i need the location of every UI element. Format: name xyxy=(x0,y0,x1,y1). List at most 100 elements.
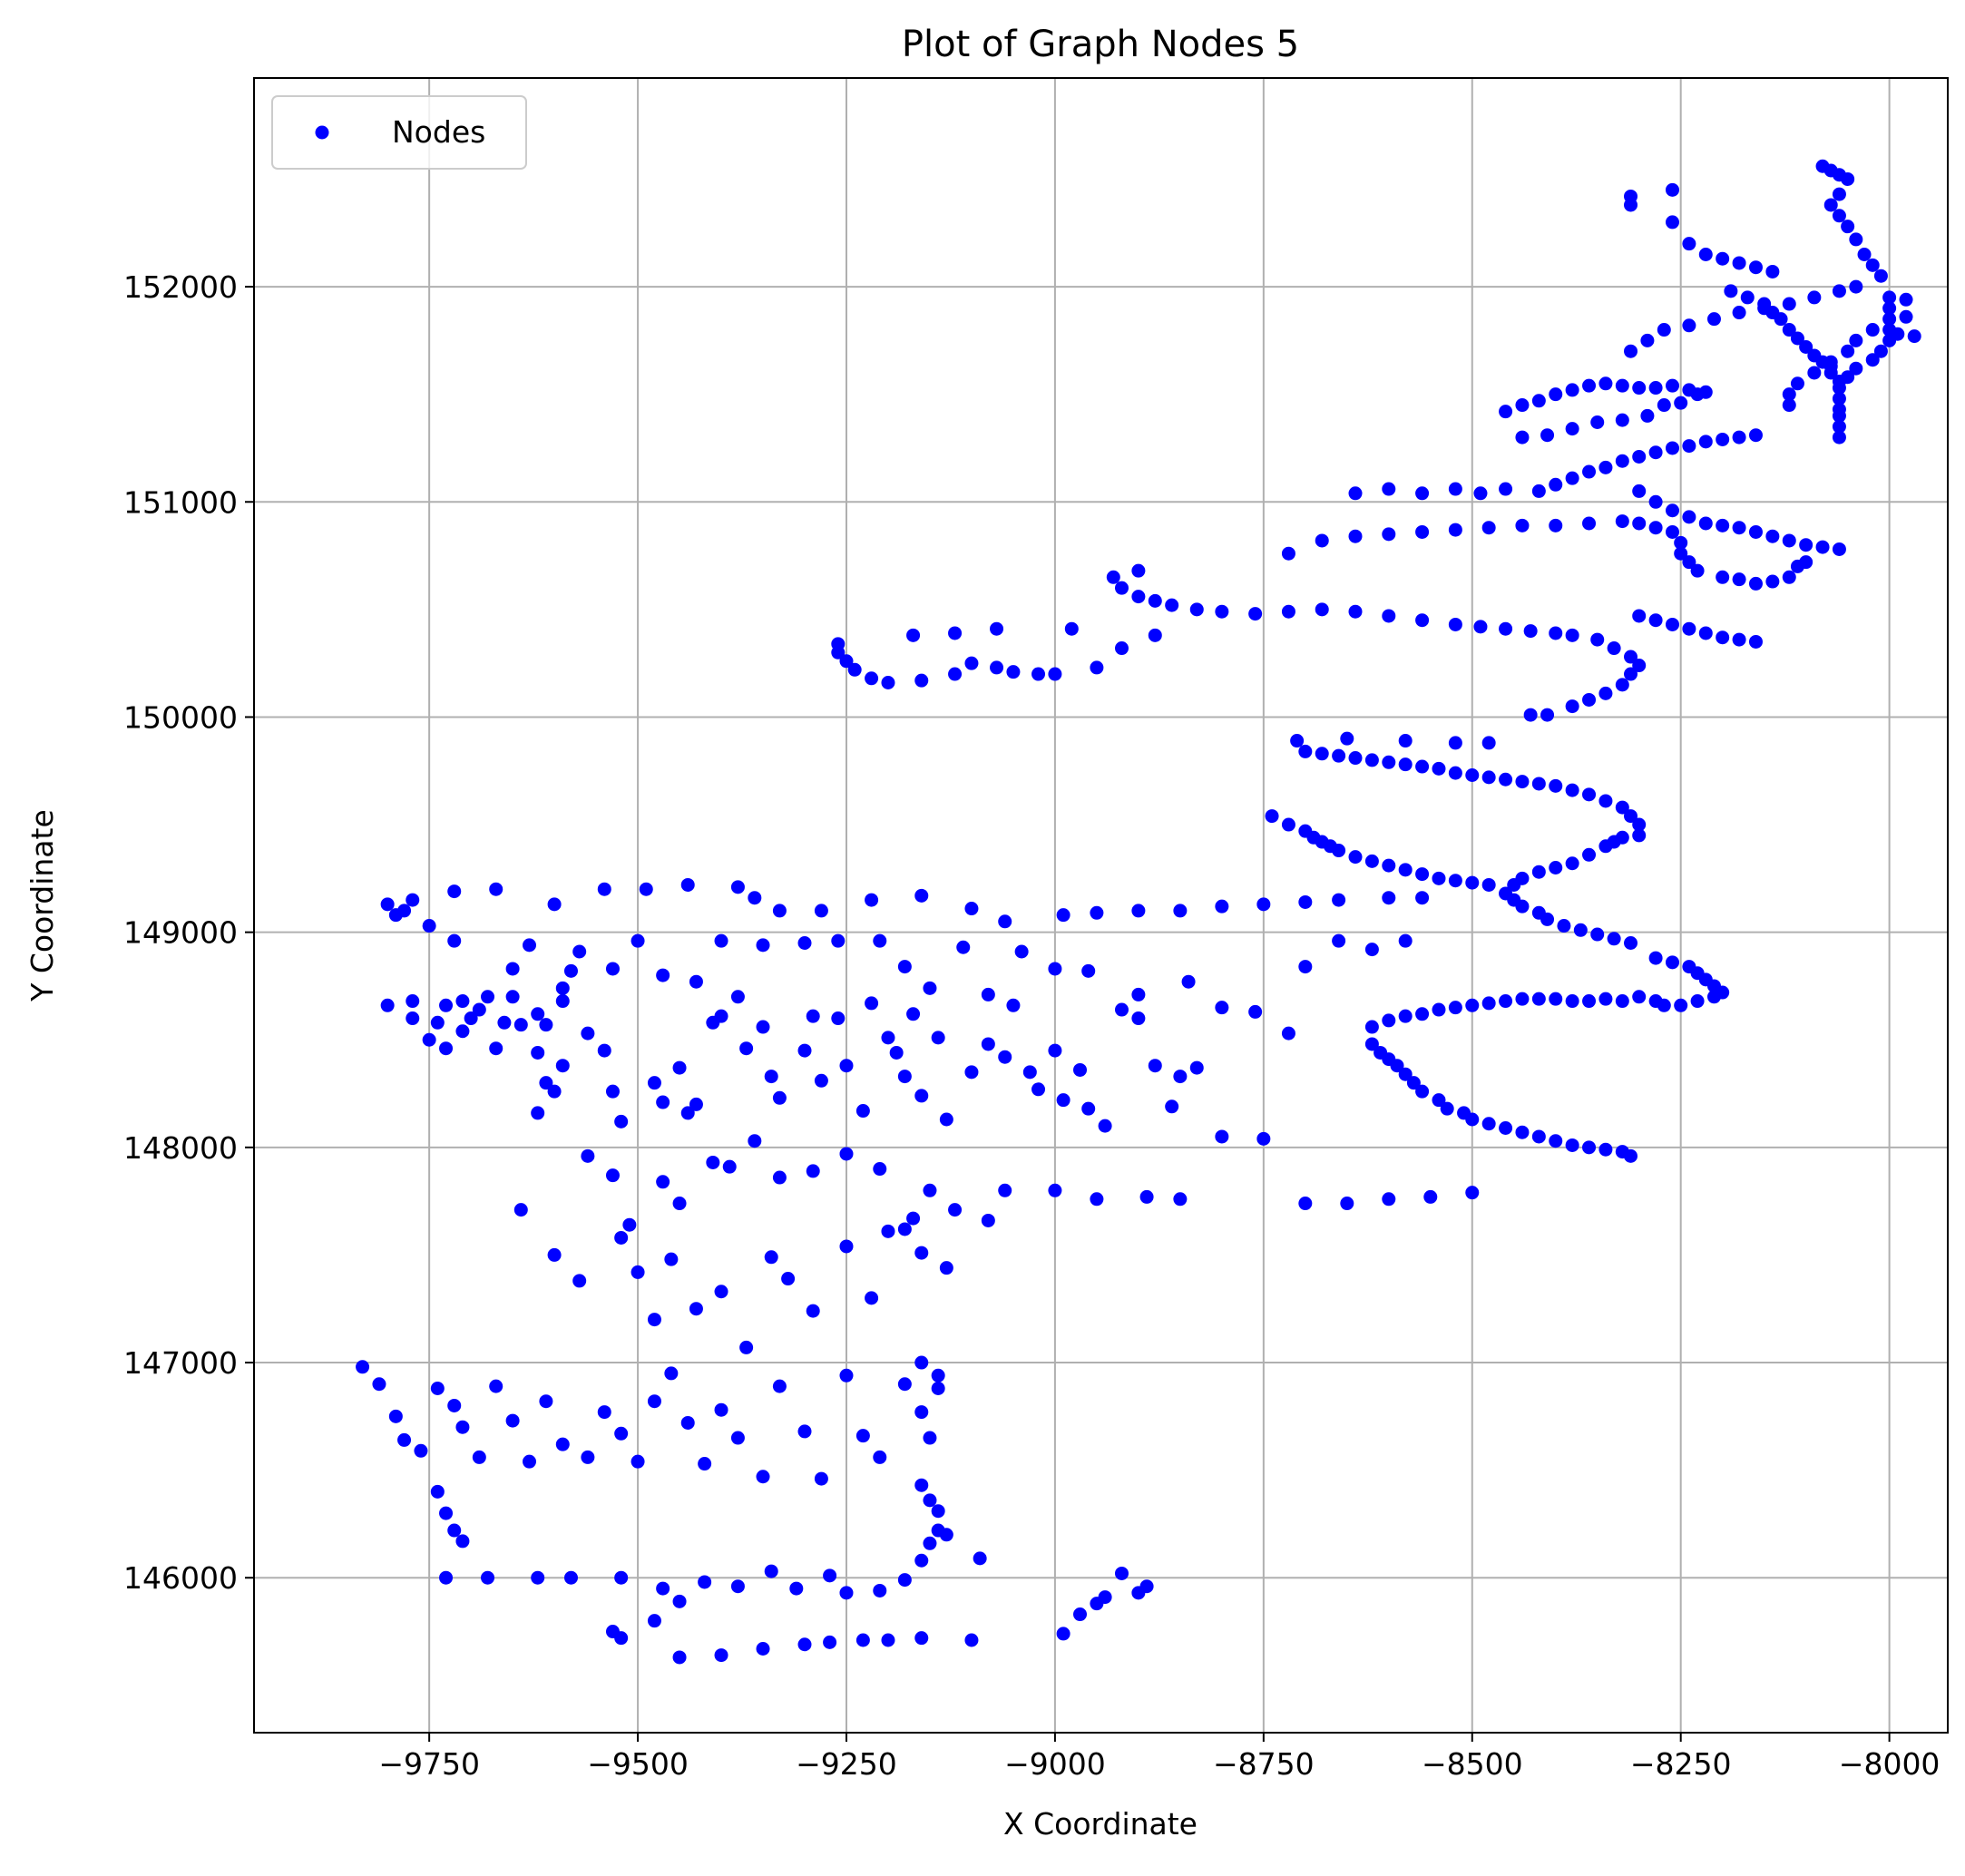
node-point xyxy=(1465,875,1480,890)
node-point xyxy=(1531,992,1546,1006)
y-axis-label: Y Coordinate xyxy=(24,809,60,1002)
node-point xyxy=(1248,607,1263,621)
node-point xyxy=(397,904,412,918)
node-point xyxy=(1690,387,1705,402)
node-point xyxy=(1565,699,1579,714)
node-point xyxy=(639,882,653,896)
node-point xyxy=(1799,339,1813,354)
node-point xyxy=(998,1183,1012,1197)
node-point xyxy=(1531,777,1546,791)
node-point xyxy=(1432,1093,1446,1108)
node-point xyxy=(455,994,470,1009)
node-point xyxy=(1682,621,1696,636)
node-point xyxy=(1056,908,1070,923)
node-point xyxy=(1849,279,1863,294)
node-point xyxy=(1549,626,1563,640)
node-point xyxy=(1415,524,1430,539)
node-point xyxy=(1807,290,1822,305)
node-point xyxy=(447,933,462,948)
node-point xyxy=(1648,521,1663,535)
node-point xyxy=(1499,886,1513,901)
node-point xyxy=(873,1162,887,1177)
node-point xyxy=(1215,604,1229,619)
legend-label: Nodes xyxy=(392,114,485,150)
node-point xyxy=(1332,893,1346,907)
node-point xyxy=(1665,441,1679,455)
node-point xyxy=(1582,378,1597,393)
node-point xyxy=(998,914,1012,929)
y-tick-label: 150000 xyxy=(123,699,238,735)
node-point xyxy=(1189,1060,1204,1075)
node-point xyxy=(772,1170,787,1185)
node-point xyxy=(1540,708,1555,722)
node-point xyxy=(388,1409,403,1423)
node-point xyxy=(1481,996,1496,1011)
node-point xyxy=(1173,1192,1188,1207)
node-point xyxy=(1549,477,1563,492)
node-point xyxy=(1499,405,1513,419)
node-point xyxy=(406,893,420,907)
node-point xyxy=(555,981,570,995)
node-point xyxy=(1298,744,1313,758)
node-point xyxy=(513,1018,528,1032)
node-point xyxy=(1582,1140,1597,1155)
node-point xyxy=(1782,387,1796,402)
node-point xyxy=(1716,570,1730,584)
node-point xyxy=(622,1217,637,1232)
node-point xyxy=(1799,555,1813,570)
node-point xyxy=(1398,863,1413,877)
node-point xyxy=(1398,933,1413,948)
node-point xyxy=(714,1285,728,1299)
node-point xyxy=(1565,628,1579,642)
node-point xyxy=(1364,1020,1379,1034)
node-point xyxy=(1849,333,1863,347)
node-point xyxy=(572,944,587,959)
node-point xyxy=(1382,891,1396,905)
node-point xyxy=(1682,439,1696,454)
node-point xyxy=(597,882,611,896)
node-point xyxy=(914,888,929,903)
node-point xyxy=(772,1379,787,1393)
node-point xyxy=(1698,516,1713,531)
node-point xyxy=(1582,516,1597,531)
node-point xyxy=(1774,312,1788,327)
node-point xyxy=(414,1443,428,1458)
node-point xyxy=(1674,998,1688,1012)
node-point xyxy=(531,1007,545,1021)
node-point xyxy=(906,1211,921,1226)
y-tick-label: 152000 xyxy=(123,269,238,305)
node-point xyxy=(581,1026,595,1041)
y-tick-label: 147000 xyxy=(123,1345,238,1381)
node-point xyxy=(1048,1183,1062,1197)
node-point xyxy=(706,1155,720,1169)
node-point xyxy=(1857,247,1872,261)
node-point xyxy=(1332,933,1346,948)
node-point xyxy=(647,1394,661,1409)
node-point xyxy=(1081,963,1096,978)
node-point xyxy=(1281,1026,1295,1041)
node-point xyxy=(489,1379,503,1393)
node-point xyxy=(547,1084,562,1099)
node-point xyxy=(689,1302,703,1316)
node-point xyxy=(1624,809,1638,824)
node-point xyxy=(531,1045,545,1060)
x-tick-label: −8000 xyxy=(1839,1746,1941,1782)
node-point xyxy=(1315,533,1329,548)
node-point xyxy=(1364,753,1379,767)
node-point xyxy=(447,1523,462,1538)
node-point xyxy=(1648,445,1663,460)
node-point xyxy=(1131,904,1146,918)
node-point xyxy=(647,1076,661,1090)
node-point xyxy=(1131,1011,1146,1026)
node-point xyxy=(1732,632,1746,647)
node-point xyxy=(1131,590,1146,604)
node-point xyxy=(1448,766,1462,780)
node-point xyxy=(865,996,879,1011)
node-point xyxy=(1565,471,1579,485)
y-tick-label: 151000 xyxy=(123,484,238,520)
node-point xyxy=(1448,482,1462,496)
node-point xyxy=(1248,1004,1263,1019)
node-point xyxy=(1748,576,1763,591)
node-point xyxy=(1716,251,1730,266)
